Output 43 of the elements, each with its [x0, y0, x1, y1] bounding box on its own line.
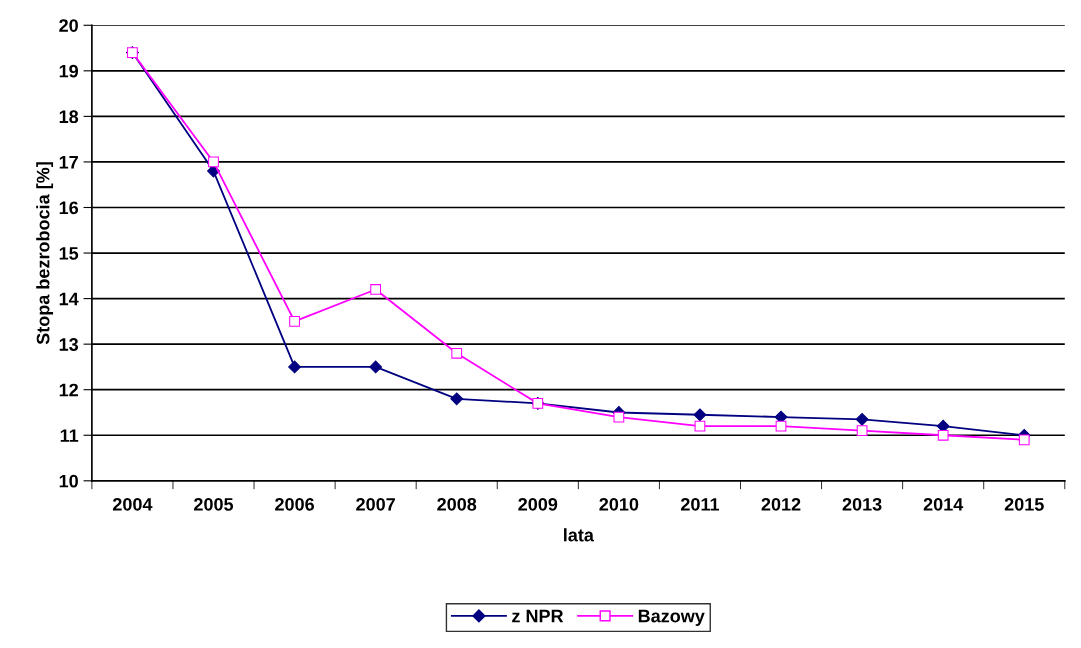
y-tick-label: 19 — [59, 64, 79, 78]
y-tick-label: 20 — [59, 19, 78, 32]
x-tick-label: 2006 — [275, 497, 315, 511]
point — [855, 412, 869, 426]
x-tick-label: 2015 — [1004, 497, 1044, 511]
point — [937, 429, 949, 441]
legend-label: z NPR — [512, 609, 564, 623]
point — [451, 347, 463, 359]
point — [856, 425, 868, 437]
y-tick-label: 13 — [59, 338, 79, 351]
x-tick-label: 2004 — [112, 497, 153, 511]
point — [450, 392, 464, 406]
x-tick-label: 2012 — [761, 497, 801, 511]
y-tick-label: 14 — [59, 292, 79, 306]
point — [693, 408, 707, 422]
y-tick-label: 17 — [59, 156, 78, 169]
point — [613, 411, 625, 423]
x-tick-label: 2011 — [680, 497, 720, 511]
y-tick-label: 15 — [59, 247, 79, 260]
x-tick-label: 2014 — [923, 497, 964, 511]
point — [775, 420, 787, 432]
y-tick-label: 12 — [59, 383, 78, 397]
y-tick-label: 11 — [60, 429, 79, 442]
point — [774, 410, 788, 424]
x-tick-label: 2009 — [518, 497, 558, 511]
x-tick-label: 2005 — [194, 497, 234, 511]
point — [694, 420, 706, 432]
x-tick-label: 2008 — [437, 497, 477, 511]
point — [288, 360, 301, 374]
point — [208, 156, 219, 168]
y-axis-title: Stopa bezrobocia [%] — [36, 162, 54, 345]
x-tick-label: 2013 — [842, 497, 882, 511]
y-tick-label: 16 — [59, 201, 79, 215]
point — [1018, 434, 1030, 446]
point — [370, 284, 382, 295]
legend-label: Bazowy — [638, 609, 705, 626]
x-axis-title: lata — [564, 528, 595, 542]
y-tick-label: 10 — [59, 474, 78, 488]
y-tick-label: 18 — [59, 110, 79, 124]
point — [369, 360, 383, 374]
point — [289, 315, 300, 327]
x-tick-label: 2010 — [599, 497, 639, 511]
x-tick-label: 2007 — [356, 497, 395, 511]
